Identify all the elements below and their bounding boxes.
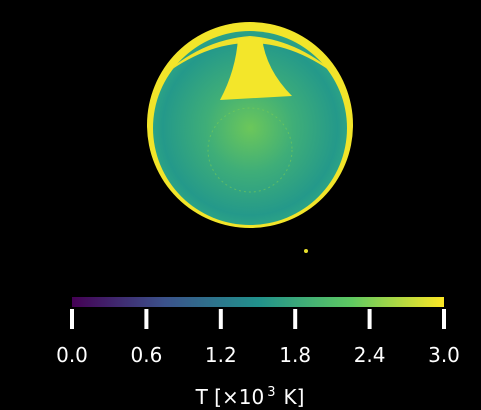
colorbar-tick-label: 1.2 bbox=[205, 343, 237, 367]
colorbar-tick-label: 1.8 bbox=[279, 343, 311, 367]
label-unit: K] bbox=[283, 385, 304, 409]
colorbar-tick-label: 0.6 bbox=[130, 343, 162, 367]
chart: T [×103 K] 0.0 0.6 1.2 1.8 2.4 3.0 bbox=[0, 0, 481, 410]
colorbar bbox=[72, 297, 444, 307]
label-exponent: 3 bbox=[267, 385, 275, 400]
colorbar-tick-label: 3.0 bbox=[428, 343, 460, 367]
label-text: T [×10 bbox=[195, 385, 265, 409]
speck bbox=[304, 249, 308, 253]
colorbar-tick-label: 0.0 bbox=[56, 343, 88, 367]
colorbar-tick-label: 2.4 bbox=[354, 343, 386, 367]
